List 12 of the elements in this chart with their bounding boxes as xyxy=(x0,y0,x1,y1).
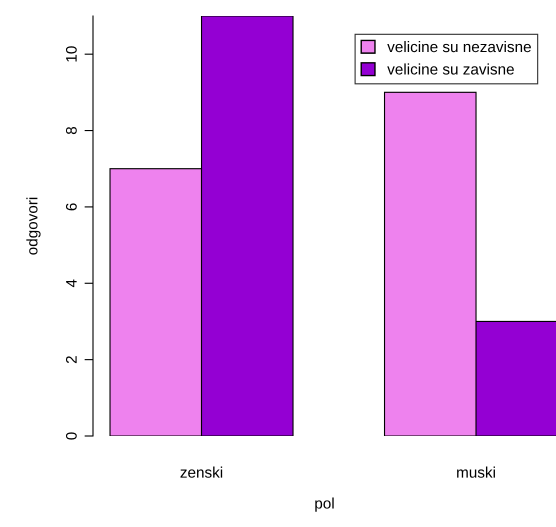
y-axis-title: odgovori xyxy=(26,198,41,255)
y-tick-label: 4 xyxy=(66,279,77,288)
x-axis-title: pol xyxy=(315,497,334,512)
y-tick-label: 0 xyxy=(66,432,77,440)
legend-label: velicine su nezavisne xyxy=(387,40,531,52)
y-tick-label: 2 xyxy=(66,356,77,364)
legend-label: velicine su zavisne xyxy=(387,63,514,75)
x-tick-label: zenski xyxy=(180,466,222,478)
y-tick-label: 10 xyxy=(66,46,77,62)
y-tick-label: 8 xyxy=(66,126,77,134)
y-tick-label: 6 xyxy=(66,203,77,210)
x-tick-label: muski xyxy=(457,466,495,478)
